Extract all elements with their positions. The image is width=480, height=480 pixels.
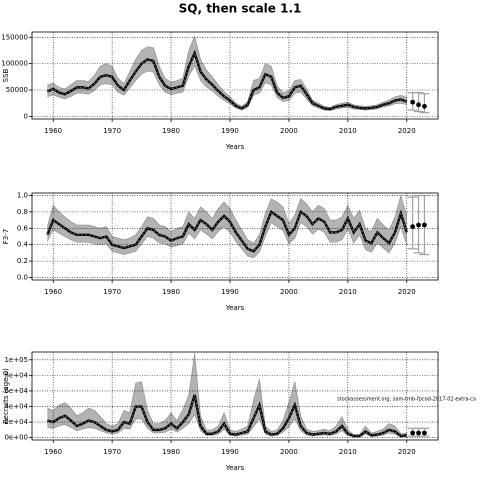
y-axis-label: F3-7 [2, 229, 10, 244]
panel: 1960 1970 1980 1990 2000 2010 2020 0e+00 2e+04 4e… [2, 351, 476, 472]
forecast-point [416, 102, 421, 108]
band-lower [47, 65, 407, 111]
x-tick-label: 2010 [339, 127, 357, 135]
x-tick-label: 2020 [398, 288, 416, 296]
x-axis-label: Years [225, 304, 245, 312]
x-tick-label: 1960 [44, 288, 62, 296]
confidence-band [47, 195, 407, 258]
y-tick-label: 0.4 [17, 241, 29, 249]
y-tick-label: 50000 [6, 86, 28, 94]
x-tick-label: 1980 [162, 288, 180, 296]
forecast-point [422, 222, 427, 228]
plot-frame [31, 192, 439, 281]
plot-area [32, 352, 438, 440]
y-tick-label: 0.2 [17, 257, 28, 265]
x-tick-label: 2000 [280, 288, 298, 296]
x-tick-label: 1970 [103, 288, 121, 296]
forecast-point [410, 224, 416, 230]
y-tick-label: 150000 [1, 33, 28, 41]
panel: 1960 1970 1980 1990 2000 2010 2020 0 50000 100000… [1, 31, 439, 151]
x-axis-label: Years [225, 464, 245, 472]
y-tick-label: 1e+05 [4, 356, 28, 364]
x-tick-label: 1970 [103, 127, 121, 135]
forecast-point [422, 103, 427, 109]
panel: 1960 1970 1980 1990 2000 2010 2020 0.0 0.2 0.4 0.6… [2, 191, 439, 312]
x-tick-label: 1980 [162, 127, 180, 135]
x-axis-label: Years [225, 143, 245, 151]
figure-title: SQ, then scale 1.1 [179, 2, 302, 16]
y-tick-label: 0.6 [17, 224, 29, 232]
x-tick-label: 2000 [280, 127, 298, 135]
y-tick-label: 0e+00 [4, 434, 28, 442]
x-tick-label: 1990 [221, 288, 239, 296]
band-upper [47, 353, 407, 435]
estimate-dash [47, 51, 407, 110]
y-axis-label: SSB [2, 68, 10, 82]
x-tick-label: 2000 [280, 448, 298, 456]
confidence-band [47, 353, 407, 437]
annotation: stockassessment.org, sam-tmb-fpcod-2017-… [337, 397, 476, 403]
y-tick-label: 4e+04 [4, 403, 28, 411]
forecast-point [416, 222, 421, 228]
x-tick-label: 2010 [339, 448, 357, 456]
forecast-point [422, 430, 427, 436]
x-tick-label: 1990 [221, 127, 239, 135]
x-tick-label: 2020 [398, 448, 416, 456]
x-tick-label: 1960 [44, 448, 62, 456]
confidence-band [47, 36, 407, 111]
forecast-point [410, 99, 416, 105]
band-lower [47, 222, 408, 259]
plot-area [32, 193, 438, 280]
y-axis-label: Recruits (age 0) [2, 368, 10, 424]
forecast-point [410, 430, 416, 436]
plot-frame [31, 351, 439, 441]
y-tick-label: 6e+04 [4, 387, 28, 395]
band-upper [47, 35, 407, 108]
y-tick-label: 1.0 [17, 191, 28, 199]
y-tick-label: 8e+04 [4, 371, 28, 379]
plot-area [32, 32, 438, 119]
estimate-dash [47, 394, 407, 437]
y-tick-label: 0.0 [17, 274, 28, 282]
band-lower [47, 413, 407, 438]
forecast-point [416, 430, 421, 436]
x-tick-label: 1990 [221, 448, 239, 456]
plot-frame [31, 31, 439, 120]
y-tick-label: 0.8 [17, 208, 28, 216]
y-tick-label: 100000 [1, 60, 28, 68]
y-tick-label: 0 [24, 112, 28, 120]
y-tick-label: 2e+04 [4, 418, 28, 426]
x-tick-label: 1970 [103, 448, 121, 456]
x-tick-label: 1960 [44, 127, 62, 135]
estimate-line [46, 209, 408, 253]
x-tick-label: 2010 [339, 288, 357, 296]
x-tick-label: 2020 [398, 127, 416, 135]
x-tick-label: 1980 [162, 448, 180, 456]
